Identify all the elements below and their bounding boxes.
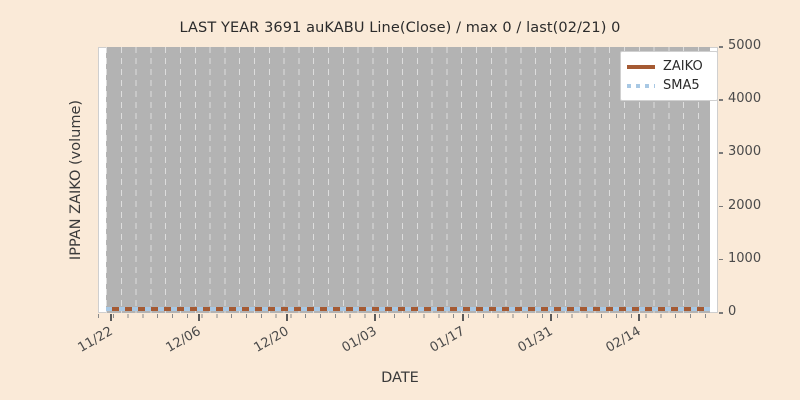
x-tick-label: 01/31	[515, 324, 556, 356]
y-tick-mark	[719, 205, 723, 208]
y-tick-label: 1000	[728, 250, 762, 266]
y-tick-label: 2000	[728, 197, 762, 213]
legend-label-zaiko: ZAIKO	[663, 59, 703, 74]
x-tick-mark	[286, 314, 288, 321]
y-tick-mark	[719, 46, 723, 48]
x-tick-label: 11/22	[75, 324, 116, 356]
legend-swatch-sma5	[627, 83, 655, 88]
x-tick-mark	[462, 314, 464, 321]
chart-title: LAST YEAR 3691 auKABU Line(Close) / max …	[179, 20, 621, 36]
legend-label-sma5: SMA5	[663, 78, 700, 93]
y-tick-label: 3000	[728, 144, 762, 160]
legend-swatch-zaiko	[627, 64, 655, 69]
y-axis-label: IPPAN ZAIKO (volume)	[68, 99, 84, 261]
x-tick-mark	[198, 314, 200, 321]
chart-legend: ZAIKO SMA5	[620, 51, 718, 101]
x-tick-label: 01/03	[339, 324, 380, 356]
legend-entry-sma5: SMA5	[627, 76, 711, 95]
y-tick-label: 5000	[728, 38, 762, 53]
x-tick-mark	[374, 314, 376, 321]
series-line-sma5	[106, 307, 710, 311]
x-axis-label: DATE	[381, 370, 419, 386]
x-tick-mark	[638, 314, 640, 321]
x-axis-minor-ticks	[98, 314, 718, 318]
y-tick-mark	[719, 258, 723, 261]
legend-entry-zaiko: ZAIKO	[627, 57, 711, 76]
x-tick-label: 01/17	[427, 324, 468, 356]
y-tick-mark	[719, 152, 723, 154]
x-tick-label: 12/20	[251, 324, 292, 356]
x-tick-mark	[550, 314, 552, 321]
x-tick-mark	[110, 314, 112, 321]
x-tick-label: 12/06	[163, 324, 204, 356]
plot-area	[106, 47, 710, 313]
y-tick-label: 0	[728, 304, 737, 319]
y-tick-label: 4000	[728, 91, 762, 107]
y-tick-mark	[719, 312, 723, 314]
y-tick-mark	[719, 99, 723, 101]
x-tick-label: 02/14	[603, 324, 644, 356]
gridlines	[106, 47, 710, 313]
